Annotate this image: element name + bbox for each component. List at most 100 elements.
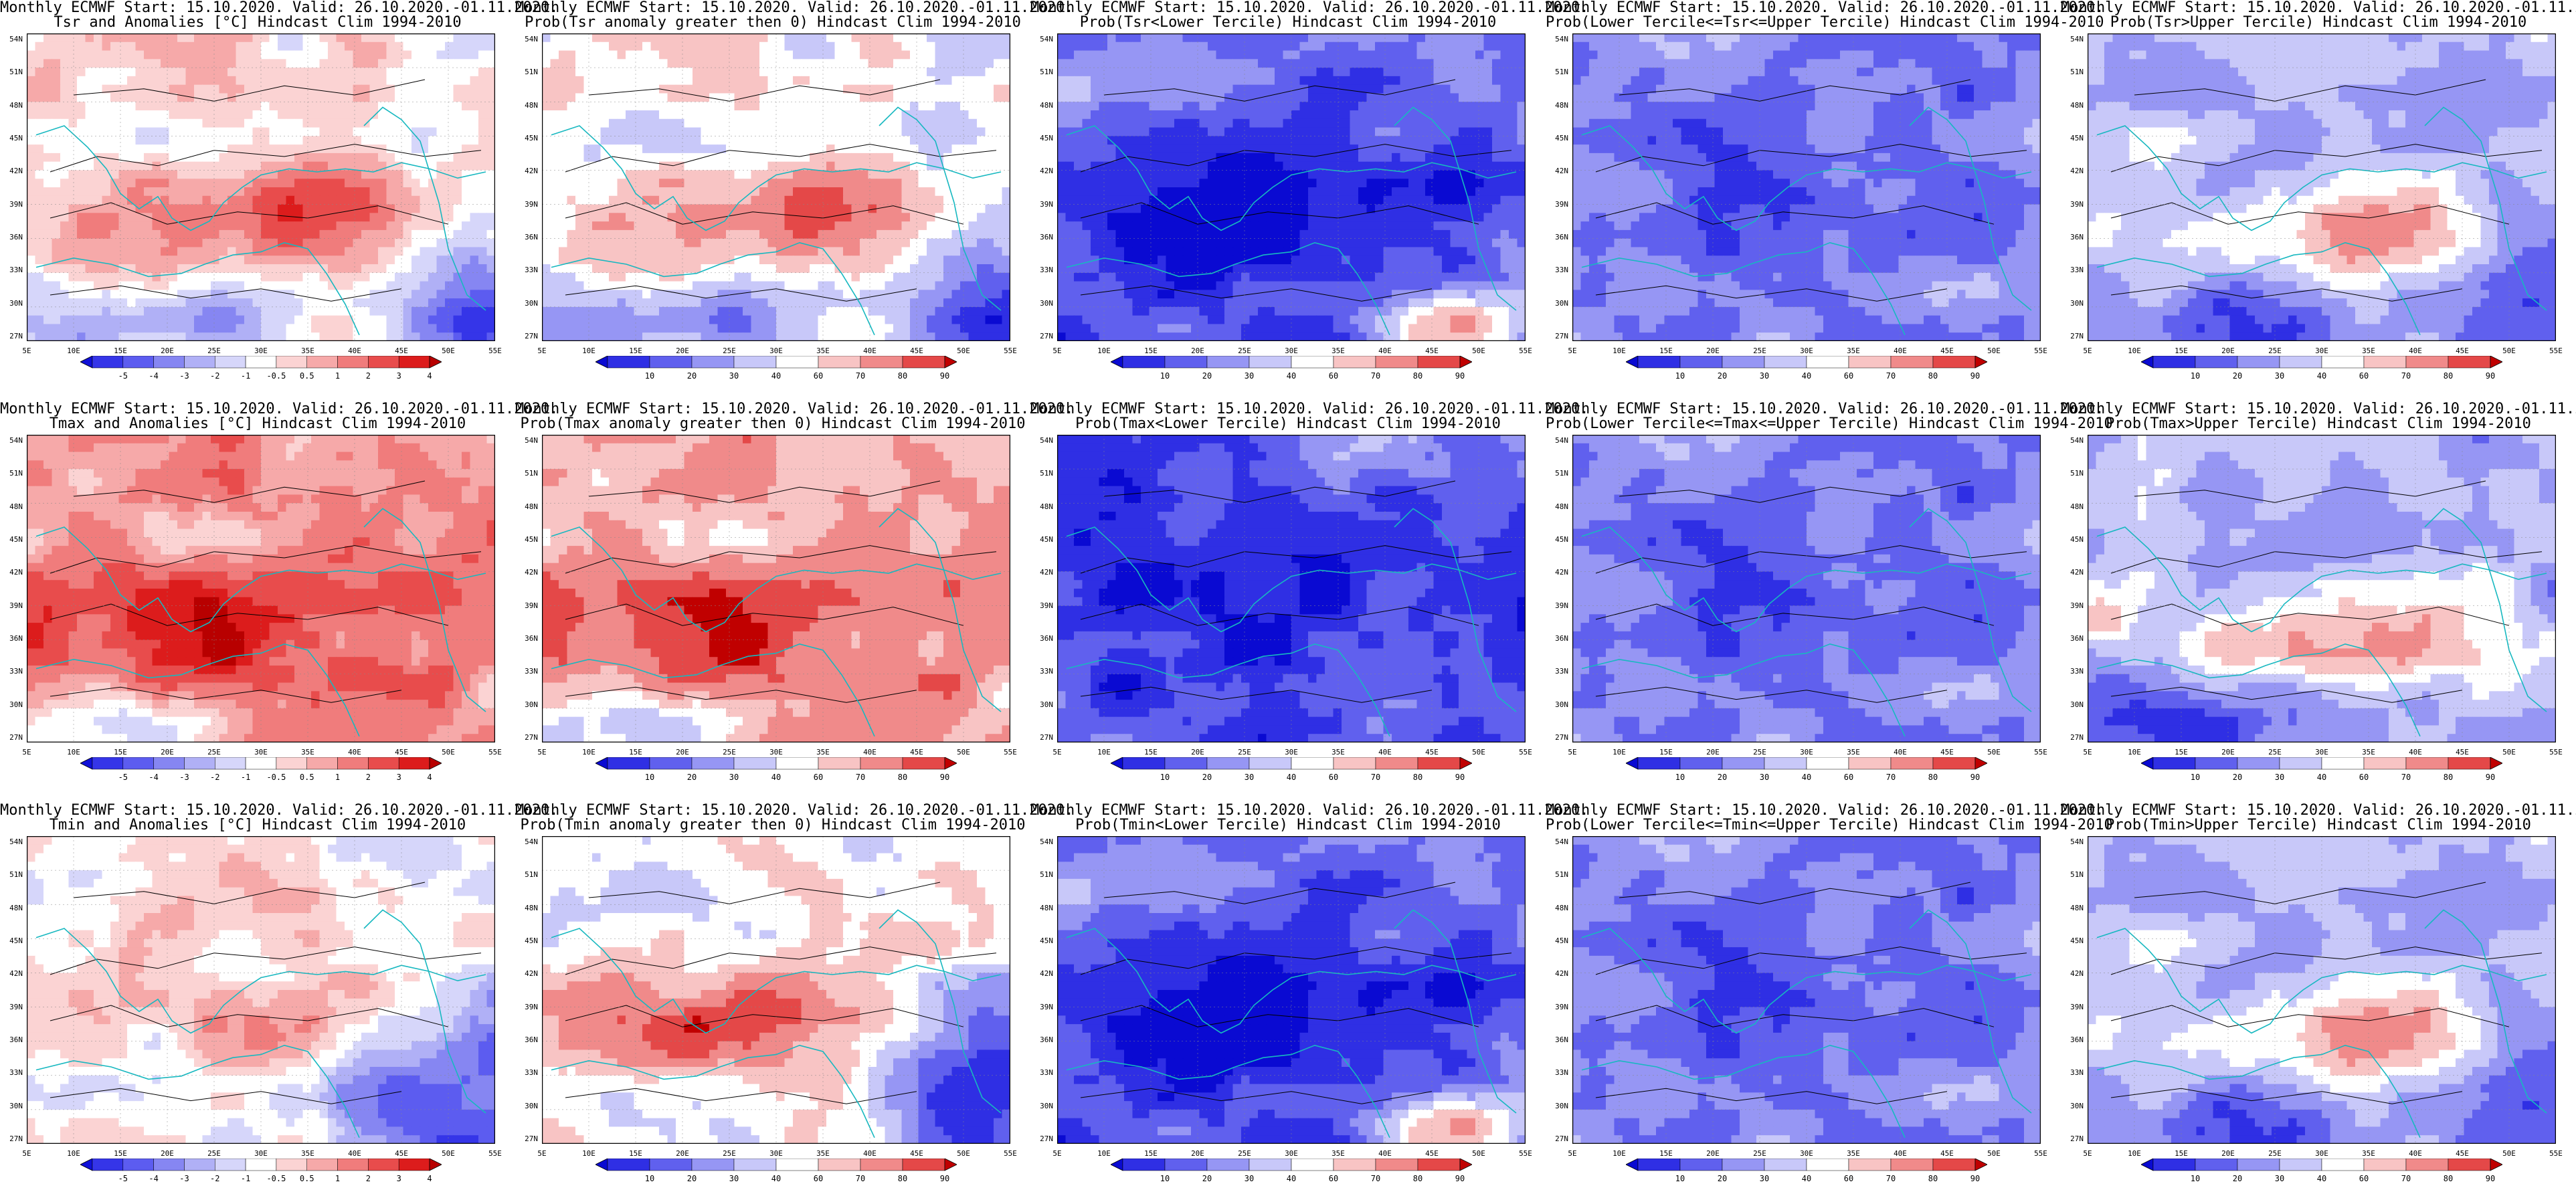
longitude-label: 40E bbox=[1887, 748, 1914, 757]
colorbar-swatch bbox=[692, 1159, 734, 1171]
latitude-label: 51N bbox=[1033, 469, 1053, 478]
colorbar-tick-label: 80 bbox=[1928, 773, 1938, 782]
colorbar-swatch bbox=[692, 356, 734, 368]
colorbar-tick-label: 3 bbox=[397, 371, 401, 381]
colorbar-min-triangle bbox=[1626, 1159, 1638, 1171]
colorbar-tick-label: 60 bbox=[1844, 371, 1853, 381]
colorbar-swatch bbox=[608, 757, 650, 769]
colorbar-swatch bbox=[2406, 356, 2448, 368]
longitude-label: 50E bbox=[435, 346, 462, 355]
longitude-label: 45E bbox=[903, 1149, 930, 1158]
longitude-label: 55E bbox=[997, 748, 1024, 757]
longitude-label: 5E bbox=[13, 748, 40, 757]
colorbar-tick-label: 3 bbox=[397, 773, 401, 782]
longitude-label: 45E bbox=[1418, 1149, 1445, 1158]
colorbar-tick-label: 4 bbox=[427, 1174, 432, 1183]
latitude-label: 45N bbox=[2063, 134, 2084, 142]
colorbar-tick-label: 60 bbox=[1844, 1174, 1853, 1183]
latitude-label: 45N bbox=[3, 535, 23, 544]
latitude-label: 33N bbox=[3, 266, 23, 274]
colorbar-tick-label: 10 bbox=[1160, 773, 1170, 782]
longitude-label: 45E bbox=[388, 748, 415, 757]
latitude-label: 51N bbox=[3, 469, 23, 478]
colorbar-tick-label: 60 bbox=[814, 371, 823, 381]
latitude-label: 51N bbox=[1548, 870, 1568, 879]
colorbar-tick-label: 10 bbox=[1675, 1174, 1685, 1183]
longitude-label: 25E bbox=[1746, 748, 1773, 757]
longitude-label: 15E bbox=[107, 748, 134, 757]
longitude-label: 15E bbox=[622, 346, 649, 355]
colorbar-swatch bbox=[1638, 356, 1680, 368]
colorbar: 10 20 30 40 60 70 80 90 bbox=[595, 757, 957, 792]
colorbar-tick-label: 40 bbox=[1287, 773, 1296, 782]
longitude-label: 30E bbox=[248, 748, 274, 757]
latitude-label: 39N bbox=[1033, 1003, 1053, 1011]
latitude-label: 30N bbox=[1033, 1102, 1053, 1110]
colorbar-min-triangle bbox=[80, 757, 92, 769]
colorbar-swatch bbox=[307, 356, 338, 368]
colorbar-tick-label: -3 bbox=[179, 1174, 189, 1183]
colorbar: 10 20 30 40 60 70 80 90 bbox=[2141, 757, 2502, 792]
colorbar-tick-label: 20 bbox=[1718, 1174, 1727, 1183]
longitude-label: 15E bbox=[2168, 346, 2195, 355]
latitude-label: 27N bbox=[3, 332, 23, 340]
latitude-label: 45N bbox=[1033, 535, 1053, 544]
colorbar-tick-label: 0.5 bbox=[300, 773, 314, 782]
colorbar-swatch bbox=[1123, 1159, 1165, 1171]
longitude-label: 5E bbox=[1044, 748, 1071, 757]
colorbar: 10 20 30 40 60 70 80 90 bbox=[595, 1159, 957, 1193]
colorbar-tick-label: 40 bbox=[1802, 371, 1811, 381]
colorbar-tick-label: -0.5 bbox=[266, 371, 286, 381]
colorbar-swatch bbox=[1891, 757, 1933, 769]
longitude-label: 30E bbox=[1793, 748, 1820, 757]
colorbar-swatch bbox=[2237, 356, 2280, 368]
colorbar-swatch bbox=[2280, 1159, 2322, 1171]
latitude-label: 51N bbox=[518, 68, 538, 76]
latitude-label: 27N bbox=[1033, 733, 1053, 742]
latitude-label: 48N bbox=[1033, 101, 1053, 110]
longitude-label: 50E bbox=[1981, 346, 2007, 355]
colorbar-tick-label: -3 bbox=[179, 371, 189, 381]
longitude-label: 15E bbox=[107, 1149, 134, 1158]
colorbar-swatch bbox=[184, 1159, 215, 1171]
longitude-label: 35E bbox=[1325, 1149, 1352, 1158]
longitude-label: 40E bbox=[856, 346, 883, 355]
latitude-label: 36N bbox=[3, 1035, 23, 1044]
longitude-label: 50E bbox=[2496, 346, 2522, 355]
colorbar-tick-label: 90 bbox=[1970, 1174, 1980, 1183]
longitude-label: 45E bbox=[388, 1149, 415, 1158]
latitude-label: 54N bbox=[518, 837, 538, 846]
colorbar-swatch bbox=[650, 1159, 692, 1171]
latitude-label: 30N bbox=[2063, 299, 2084, 308]
colorbar-swatch bbox=[2195, 757, 2237, 769]
latitude-label: 54N bbox=[518, 35, 538, 43]
map-panel: Monthly ECMWF Start: 15.10.2020. Valid: … bbox=[1030, 803, 1546, 1204]
longitude-label: 45E bbox=[1934, 748, 1960, 757]
map-plot bbox=[1572, 836, 2041, 1144]
colorbar-tick-label: 60 bbox=[1329, 1174, 1338, 1183]
colorbar-tick-label: 40 bbox=[2317, 1174, 2326, 1183]
latitude-label: 54N bbox=[1548, 436, 1568, 445]
latitude-label: 42N bbox=[1033, 167, 1053, 175]
colorbar-swatch bbox=[123, 356, 154, 368]
colorbar-swatch bbox=[1891, 1159, 1933, 1171]
panel-subtitle: Prob(Tmin>Upper Tercile) Hindcast Clim 1… bbox=[2061, 817, 2576, 833]
longitude-label: 40E bbox=[1887, 1149, 1914, 1158]
longitude-label: 10E bbox=[2121, 1149, 2148, 1158]
colorbar-tick-label: 30 bbox=[1245, 773, 1254, 782]
latitude-label: 36N bbox=[3, 634, 23, 643]
longitude-label: 35E bbox=[810, 748, 836, 757]
latitude-label: 30N bbox=[3, 299, 23, 308]
longitude-label: 25E bbox=[1746, 346, 1773, 355]
colorbar-max-triangle bbox=[2490, 757, 2502, 769]
latitude-label: 45N bbox=[1548, 535, 1568, 544]
longitude-label: 10E bbox=[575, 748, 602, 757]
latitude-label: 33N bbox=[518, 1068, 538, 1077]
latitude-label: 48N bbox=[1548, 904, 1568, 912]
map-plot bbox=[27, 836, 495, 1144]
colorbar-swatch bbox=[399, 356, 430, 368]
latitude-label: 33N bbox=[3, 1068, 23, 1077]
latitude-label: 54N bbox=[1548, 837, 1568, 846]
latitude-label: 27N bbox=[1548, 1134, 1568, 1143]
colorbar-tick-label: 90 bbox=[940, 371, 949, 381]
